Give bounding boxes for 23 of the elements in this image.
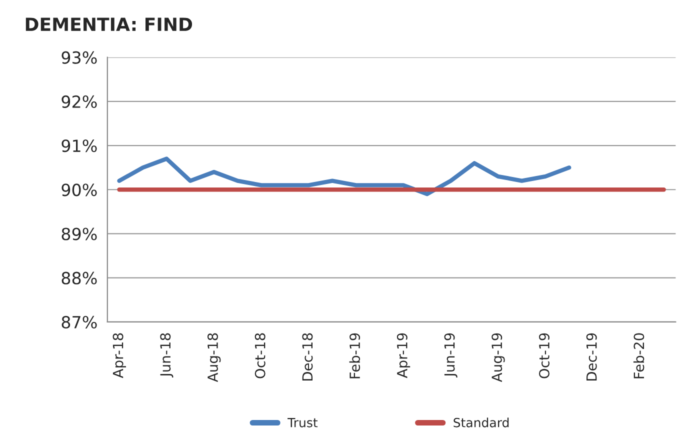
x-tick-label: Aug-19 <box>492 333 505 382</box>
y-tick-label: 91% <box>62 139 97 152</box>
legend-label: Standard <box>454 418 509 428</box>
y-tick-label: 90% <box>62 184 97 196</box>
y-tick-label: 88% <box>62 272 97 284</box>
x-tick-label: Aug-18 <box>207 333 221 382</box>
x-tick-label: Oct-18 <box>254 333 266 378</box>
x-tick-label: Apr-18 <box>112 333 126 378</box>
legend-label: Trust <box>288 418 318 428</box>
y-tick-label: 87% <box>62 316 97 328</box>
chart-title: DEMENTIA: FIND <box>26 18 192 31</box>
x-tick-label: Oct-19 <box>538 333 550 378</box>
x-tick-label: Dec-18 <box>302 333 313 381</box>
y-tick-label: 93% <box>62 51 97 64</box>
x-tick-label: Dec-19 <box>586 333 597 381</box>
x-tick-label: Apr-19 <box>396 333 410 378</box>
x-tick-label: Feb-19 <box>349 333 360 378</box>
y-tick-label: 89% <box>62 228 97 240</box>
x-tick-label: Jun-19 <box>444 333 458 378</box>
x-tick-label: Feb-20 <box>633 333 644 378</box>
x-tick-label: Jun-18 <box>160 333 174 378</box>
y-tick-label: 92% <box>62 95 97 108</box>
line-series <box>117 156 572 196</box>
